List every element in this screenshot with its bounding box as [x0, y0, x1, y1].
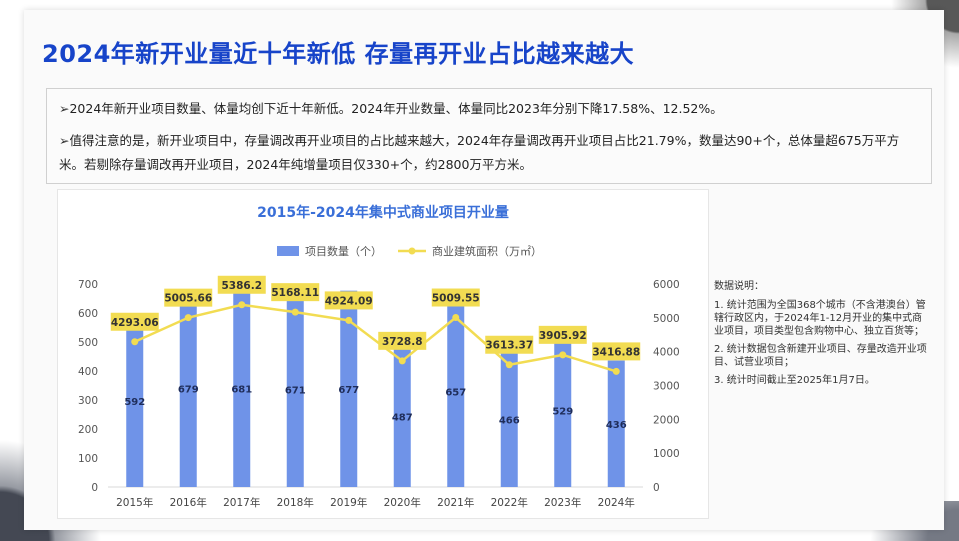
line-value-label: 4924.09 [325, 295, 373, 307]
line-point [131, 338, 139, 346]
y-right-tick-label: 6000 [653, 279, 680, 291]
bar [607, 360, 625, 487]
notes-item: 1. 统计范围为全国368个城市（不含港澳台）管辖行政区内，于2024年1-12… [714, 300, 926, 337]
line-value-label: 3905.92 [539, 330, 587, 342]
bullet-arrow-icon: ➢ [59, 133, 70, 148]
line-label-box [217, 275, 266, 294]
line-value-label: 3416.88 [592, 346, 640, 358]
y-left-tick-label: 400 [78, 366, 98, 378]
line-point [505, 361, 513, 369]
bar [286, 292, 304, 487]
page-title: 2024年新开业量近十年新低 存量再开业占比越来越大 [42, 40, 635, 68]
summary-paragraph-1: ➢2024年新开业项目数量、体量均创下近十年新低。2024年开业数量、体量同比2… [59, 97, 917, 121]
line-point [612, 367, 620, 375]
notes-heading: 数据说明： [714, 281, 764, 292]
bar-value-label: 657 [445, 388, 466, 399]
line-point [398, 357, 406, 365]
line-label-box [592, 342, 641, 361]
line-label-box [271, 283, 320, 302]
y-right-tick-label: 0 [653, 482, 660, 494]
bar [179, 290, 197, 487]
line-point [559, 351, 567, 359]
legend-label-bars: 项目数量（个） [305, 245, 382, 258]
bar-value-label: 487 [392, 412, 413, 423]
area-series-line [134, 303, 617, 373]
line-value-label: 4293.06 [111, 317, 159, 329]
line-point [452, 314, 460, 322]
x-tick-label: 2024年 [598, 496, 635, 509]
y-right-tick-label: 4000 [653, 347, 680, 359]
bar-value-label: 592 [124, 397, 145, 408]
y-left-tick-label: 700 [78, 279, 98, 291]
bar-value-label: 436 [606, 420, 627, 431]
summary-paragraph-2-text: 值得注意的是，新开业项目中，存量调改再开业项目的占比越来越大，2024年存量调改… [59, 133, 900, 172]
x-tick-label: 2016年 [170, 496, 207, 509]
line-label-box [538, 325, 587, 344]
notes-item: 3. 统计时间截止至2025年1月7日。 [714, 375, 875, 386]
line-value-label: 5009.55 [432, 293, 480, 305]
chart-title: 2015年-2024年集中式商业项目开业量 [257, 204, 509, 221]
bar-value-label: 466 [499, 415, 520, 426]
data-notes: 数据说明： 1. 统计范围为全国368个城市（不含港澳台）管辖行政区内，于202… [714, 280, 928, 392]
x-tick-label: 2022年 [491, 496, 528, 509]
y-left-tick-label: 200 [78, 424, 98, 436]
y-left-tick-label: 0 [91, 482, 98, 494]
y-left-tick-label: 600 [78, 308, 98, 320]
bar [554, 333, 572, 487]
line-value-label: 5386.2 [221, 280, 262, 292]
bar [126, 315, 144, 487]
line-point [345, 316, 353, 324]
bar-value-label: 529 [552, 406, 573, 417]
line-point [291, 308, 299, 316]
x-tick-label: 2020年 [384, 496, 421, 509]
y-left-tick-label: 300 [78, 395, 98, 407]
notes-item: 2. 统计数据包含新建开业项目、存量改造开业项目、试营业项目； [714, 344, 927, 368]
x-tick-label: 2018年 [277, 496, 314, 509]
y-right-tick-label: 3000 [653, 381, 680, 393]
summary-paragraph-1-text: 2024年新开业项目数量、体量均创下近十年新低。2024年开业数量、体量同比20… [69, 101, 723, 116]
bar [233, 289, 251, 487]
line-label-box [378, 331, 427, 350]
line-label-box [485, 335, 534, 354]
y-left-tick-label: 500 [78, 337, 98, 349]
bar [447, 296, 465, 487]
x-tick-label: 2023年 [544, 496, 581, 509]
line-label-box [324, 291, 373, 310]
legend-label-line: 商业建筑面积（万㎡） [432, 244, 542, 258]
line-value-label: 3728.8 [382, 336, 423, 348]
line-value-label: 3613.37 [485, 340, 533, 352]
legend-marker-line [408, 247, 416, 255]
y-right-tick-label: 2000 [653, 414, 680, 426]
y-right-tick-label: 1000 [653, 448, 680, 460]
line-label-box [431, 288, 480, 307]
line-value-label: 5005.66 [164, 293, 212, 305]
line-value-label: 5168.11 [271, 287, 319, 299]
line-point [238, 301, 246, 309]
line-point [184, 314, 192, 322]
y-right-tick-label: 5000 [653, 313, 680, 325]
bar-value-label: 681 [231, 384, 252, 395]
y-left-tick-label: 100 [78, 453, 98, 465]
summary-paragraph-2: ➢值得注意的是，新开业项目中，存量调改再开业项目的占比越来越大，2024年存量调… [59, 129, 917, 177]
bar [500, 351, 518, 487]
x-tick-label: 2021年 [437, 496, 474, 509]
bar-value-label: 671 [285, 386, 306, 397]
bar-value-label: 679 [178, 385, 199, 396]
bar-value-label: 677 [338, 385, 359, 396]
x-tick-label: 2015年 [116, 496, 153, 509]
bullet-arrow-icon: ➢ [59, 101, 70, 116]
bar [340, 290, 358, 487]
line-label-box [164, 288, 213, 307]
x-tick-label: 2017年 [223, 496, 260, 509]
bar [393, 345, 411, 487]
line-label-box [110, 312, 159, 331]
summary-text-box: ➢2024年新开业项目数量、体量均创下近十年新低。2024年开业数量、体量同比2… [46, 88, 932, 184]
legend-swatch-bars [277, 246, 299, 256]
chart-panel: 2015年-2024年集中式商业项目开业量项目数量（个） 商业建筑面积（万㎡） 0 1… [57, 189, 709, 519]
x-tick-label: 2019年 [330, 496, 367, 509]
